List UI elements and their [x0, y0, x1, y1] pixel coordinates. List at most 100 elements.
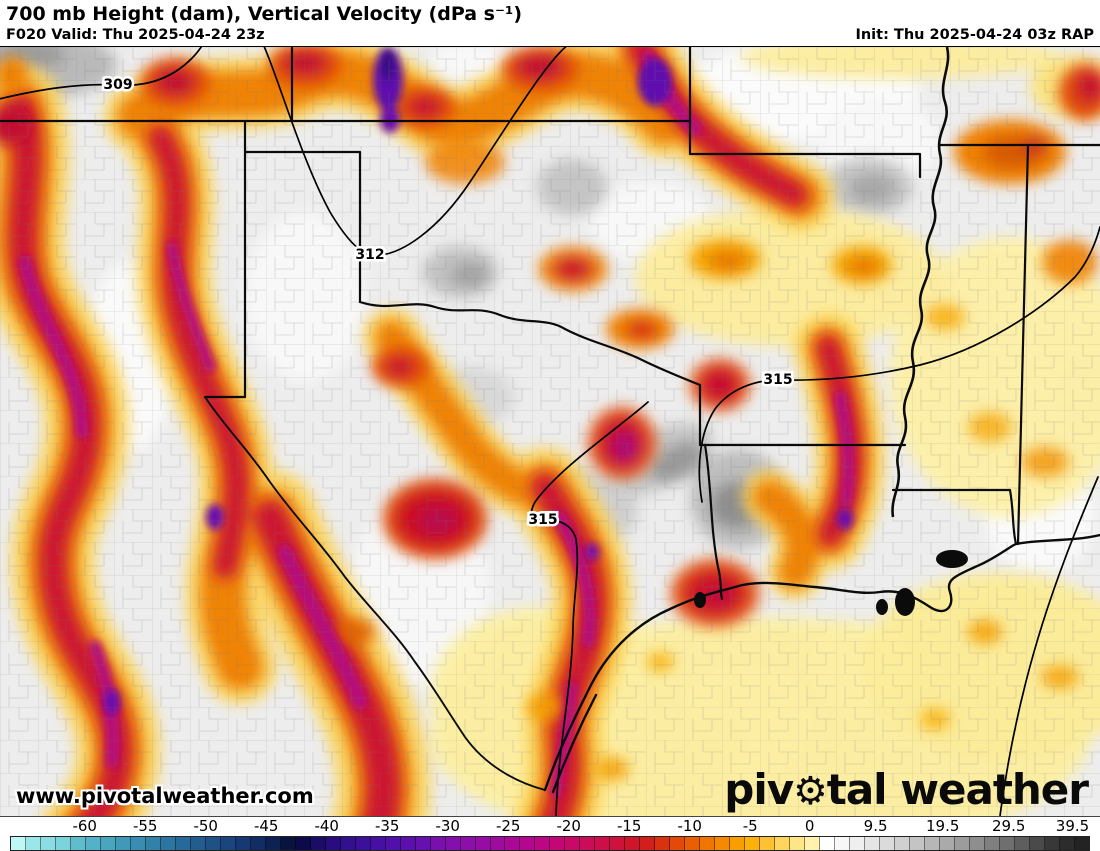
colorbar-cell	[130, 837, 146, 850]
colorbar-tick-label: -5	[742, 817, 758, 835]
colorbar-cell	[535, 837, 551, 850]
gear-icon: ⚙	[793, 769, 828, 814]
colorbar-cell	[205, 837, 221, 850]
colorbar-cell	[984, 837, 1000, 850]
colorbar-cell	[940, 837, 956, 850]
colorbar-cell	[580, 837, 596, 850]
colorbar-tick-label: -20	[556, 817, 581, 835]
colorbar-cell	[250, 837, 266, 850]
colorbar-cell	[325, 837, 341, 850]
colorbar-cell	[310, 837, 326, 850]
colorbar-cell	[640, 837, 656, 850]
colorbar-cell	[865, 837, 881, 850]
colorbar-cell	[295, 837, 311, 850]
colorbar-cell	[340, 837, 356, 850]
colorbar-cell	[415, 837, 431, 850]
colorbar-tick-label: -50	[193, 817, 218, 835]
forecast-map: 309 312 315 315 www.pivotalweather.com piv⚙…	[0, 46, 1100, 817]
colorbar-tick-label: -15	[616, 817, 642, 835]
colorbar-tick-label: -45	[253, 817, 279, 835]
colorbar-cell	[11, 837, 26, 850]
colorbar-cell	[760, 837, 776, 850]
colorbar-cell	[715, 837, 731, 850]
colorbar-cell	[430, 837, 446, 850]
colorbar-cell	[895, 837, 911, 850]
colorbar-cell	[220, 837, 236, 850]
colorbar-cell	[1044, 837, 1060, 850]
colorbar-cell	[505, 837, 521, 850]
colorbar-cell	[520, 837, 536, 850]
height-contour-label: 309	[103, 77, 132, 93]
colorbar-cell	[85, 837, 101, 850]
gulf-coastline	[543, 533, 1100, 794]
rio-grande-border	[204, 396, 546, 791]
colorbar-cell	[745, 837, 761, 850]
colorbar-cell	[190, 837, 206, 850]
colorbar-cell	[625, 837, 641, 850]
colorbar-cell	[775, 837, 791, 850]
colorbar-cell	[175, 837, 191, 850]
colorbar-cell	[265, 837, 281, 850]
colorbar-cell	[610, 837, 626, 850]
colorbar-cell	[100, 837, 116, 850]
colorbar-cell	[835, 837, 851, 850]
colorbar-cell	[115, 837, 131, 850]
colorbar-cell	[955, 837, 970, 850]
colorbar-cell	[790, 837, 806, 850]
colorbar-cell	[970, 837, 985, 850]
colorbar-cell	[880, 837, 896, 850]
mississippi-river	[891, 47, 950, 518]
colorbar-cell	[1074, 837, 1089, 850]
colorbar-cell	[1014, 837, 1030, 850]
colorbar-cell	[280, 837, 296, 850]
height-contour-label: 312	[355, 247, 384, 263]
colorbar-cell	[550, 837, 566, 850]
colorbar-cell	[670, 837, 686, 850]
colorbar-cell	[595, 837, 611, 850]
colorbar-cell	[475, 837, 491, 850]
colorbar-cell	[235, 837, 251, 850]
colorbar-cell	[355, 837, 371, 850]
colorbar-tick-label: 19.5	[925, 817, 960, 835]
colorbar-cell	[805, 837, 821, 850]
colorbar-cell	[820, 837, 836, 850]
colorbar-cell	[55, 837, 71, 850]
colorbar-cell	[445, 837, 461, 850]
init-time-label: Init: Thu 2025-04-24 03z RAP	[855, 27, 1094, 43]
map-header: 700 mb Height (dam), Vertical Velocity (…	[0, 0, 1100, 46]
pivotal-weather-logo: piv⚙tal weather	[724, 765, 1089, 814]
colorbar-section: -60 -55 -50 -45 -40 -35 -30 -25 -20 -15 -10 -5 0 9.5 1…	[0, 817, 1100, 851]
colorbar-tick-label: -60	[72, 817, 97, 835]
logo-text-pre: piv	[724, 765, 794, 814]
height-contour-label: 315	[528, 512, 557, 528]
contour-label-layer: 309 312 315 315	[101, 75, 795, 531]
colorbar-tick-label: -55	[132, 817, 158, 835]
colorbar-cell	[460, 837, 476, 850]
logo-text-post: tal weather	[826, 765, 1089, 814]
colorbar-tick-label: 0	[804, 817, 815, 835]
colorbar-tick-label: -10	[677, 817, 702, 835]
colorbar-tick-labels: -60 -55 -50 -45 -40 -35 -30 -25 -20 -15 -10 -5 0 9.5 1…	[0, 817, 1100, 835]
colorbar-cell	[999, 837, 1015, 850]
colorbar	[10, 836, 1090, 851]
colorbar-cell	[40, 837, 56, 850]
colorbar-cell	[145, 837, 161, 850]
height-contours	[0, 47, 1100, 816]
colorbar-cell	[1029, 837, 1045, 850]
colorbar-tick-label: 29.5	[991, 817, 1026, 835]
colorbar-tick-label: 9.5	[863, 817, 888, 835]
colorbar-cell	[925, 837, 941, 850]
lakes	[694, 550, 968, 616]
colorbar-tick-label: -35	[374, 817, 400, 835]
colorbar-cell	[850, 837, 866, 850]
colorbar-cell	[490, 837, 506, 850]
colorbar-cell	[910, 837, 926, 850]
state-borders	[0, 47, 1100, 601]
colorbar-cell	[565, 837, 581, 850]
valid-time-label: F020 Valid: Thu 2025-04-24 23z	[6, 27, 265, 43]
colorbar-cell	[160, 837, 176, 850]
colorbar-cell	[730, 837, 746, 850]
site-watermark: www.pivotalweather.com	[16, 784, 314, 808]
page-title: 700 mb Height (dam), Vertical Velocity (…	[6, 3, 523, 25]
